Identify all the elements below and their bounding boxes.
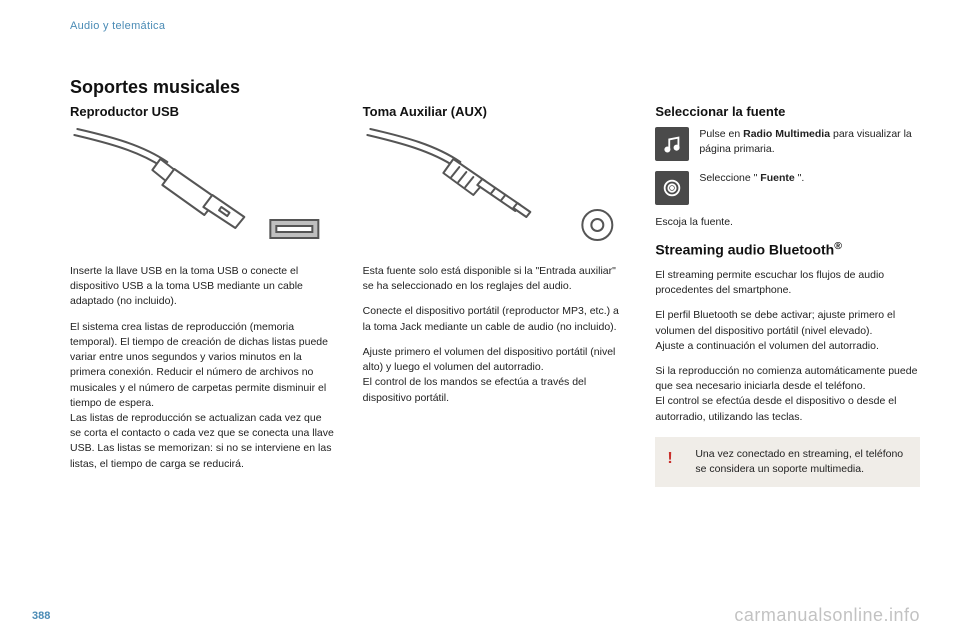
escoja-text: Escoja la fuente. [655,215,920,230]
text-pre: Pulse en [699,128,743,140]
bt-heading-sup: ® [834,240,842,252]
select-source-text: Seleccione " Fuente ". [699,171,920,186]
column-usb: Reproductor USB [70,104,335,487]
music-note-icon [655,127,689,161]
bt-para-1: El streaming permite escuchar los flujos… [655,268,920,298]
text-post: ". [795,172,805,184]
manual-page: Audio y telemática Soportes musicales Re… [0,0,960,640]
bluetooth-heading: Streaming audio Bluetooth® [655,240,920,258]
aux-para-1: Esta fuente solo está disponible si la "… [363,264,628,294]
bt-heading-text: Streaming audio Bluetooth [655,242,834,258]
bt-para-3: Si la reproducción no comienza automátic… [655,364,920,425]
section-header: Audio y telemática [70,20,920,32]
content-columns: Reproductor USB [70,104,920,487]
warning-box: ! Una vez conectado en streaming, el tel… [655,437,920,487]
source-target-icon [655,171,689,205]
page-title: Soportes musicales [70,77,920,98]
usb-para-2: El sistema crea listas de reproducción (… [70,320,335,472]
radio-multimedia-row: Pulse en Radio Multimedia para visualiza… [655,127,920,161]
column-aux: Toma Auxiliar (AUX) [363,104,628,487]
aux-para-3: Ajuste primero el volumen del dispositiv… [363,345,628,406]
usb-para-1: Inserte la llave USB en la toma USB o co… [70,264,335,310]
select-source-row: Seleccione " Fuente ". [655,171,920,205]
warning-icon: ! [667,447,672,470]
column-source: Seleccionar la fuente Pulse en Radio Mul… [655,104,920,487]
usb-heading: Reproductor USB [70,104,335,119]
page-number: 388 [32,610,50,622]
text-pre: Seleccione " [699,172,760,184]
select-source-heading: Seleccionar la fuente [655,104,920,119]
aux-illustration [363,127,628,247]
radio-multimedia-text: Pulse en Radio Multimedia para visualiza… [699,127,920,157]
text-bold: Fuente [760,172,794,184]
usb-illustration [70,127,335,247]
aux-heading: Toma Auxiliar (AUX) [363,104,628,119]
bt-para-2: El perfil Bluetooth se debe activar; aju… [655,308,920,354]
text-bold: Radio Multimedia [743,128,830,140]
warning-text: Una vez conectado en streaming, el teléf… [695,448,903,475]
watermark: carmanualsonline.info [734,605,920,626]
aux-para-2: Conecte el dispositivo portátil (reprodu… [363,304,628,334]
